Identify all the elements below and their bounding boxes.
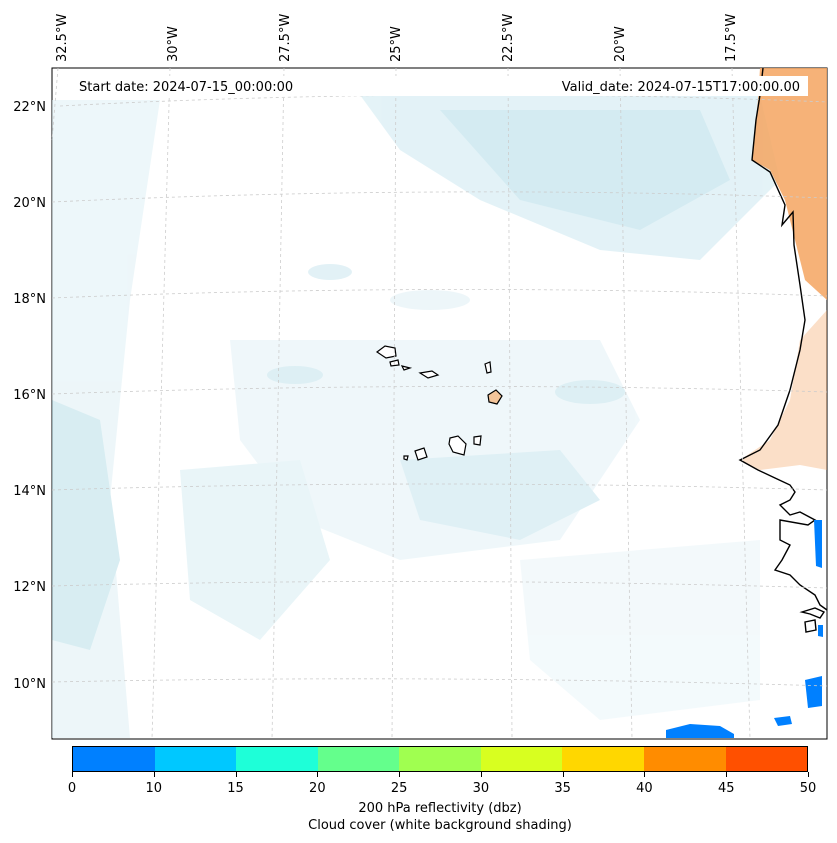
reflectivity-echoes — [666, 520, 823, 738]
colorbar-tick-label: 30 — [472, 781, 490, 796]
land-fill-light — [740, 68, 827, 470]
lon-label: 27.5°W — [278, 14, 293, 62]
lat-label: 12°N — [13, 580, 46, 595]
parallel-line — [51, 191, 828, 203]
coast-islet — [799, 607, 826, 619]
meridian-line — [619, 67, 633, 740]
colorbar-tick — [235, 772, 237, 777]
cloud-cover-shading — [52, 95, 780, 738]
longitude-labels: 32.5°W 30°W 27.5°W 25°W 22.5°W 20°W 17.5… — [55, 14, 739, 62]
lat-label: 18°N — [13, 292, 46, 307]
colorbar-tick-label: 10 — [145, 781, 163, 796]
colorbar-tick-label: 0 — [67, 781, 77, 796]
lat-label: 22°N — [13, 100, 46, 115]
colorbar-segment — [73, 747, 155, 771]
land-fill-dense — [752, 68, 827, 300]
colorbar-tick-label: 35 — [554, 781, 571, 796]
island — [400, 365, 413, 371]
parallel-line — [51, 386, 828, 395]
lat-label: 10°N — [13, 677, 46, 692]
echo-cell — [814, 520, 822, 568]
cloud-patch — [308, 264, 352, 280]
colorbar-segment — [154, 747, 237, 771]
africa-coastline — [738, 67, 828, 611]
cloud-region — [180, 460, 330, 640]
colorbar-segment — [562, 747, 644, 771]
cloud-patch — [555, 380, 625, 404]
island — [375, 345, 397, 359]
coastline — [738, 67, 828, 633]
meridian-line — [731, 67, 751, 740]
colorbar-tick-label: 40 — [636, 781, 653, 796]
colorbar-tick — [562, 772, 564, 777]
colorbar-tick — [399, 772, 401, 777]
parallel-line — [51, 678, 828, 687]
colorbar-sublabel: Cloud cover (white background shading) — [308, 818, 572, 833]
island — [487, 389, 503, 405]
colorbar — [72, 746, 808, 772]
lon-label: 32.5°W — [55, 14, 70, 62]
cloud-patch — [267, 366, 323, 384]
lon-label: 22.5°W — [501, 14, 516, 62]
colorbar-segment — [480, 747, 563, 771]
cloud-region — [440, 110, 730, 230]
island — [484, 361, 492, 374]
valid-date-label: Valid_date: 2024-07-15T17:00:00.00 — [562, 80, 800, 95]
colorbar-tick-label: 45 — [717, 781, 735, 796]
colorbar-tick — [644, 772, 646, 777]
echo-cell — [805, 676, 822, 708]
colorbar-tick — [480, 772, 482, 777]
colorbar-tick — [317, 772, 319, 777]
island — [418, 370, 440, 379]
lat-label: 16°N — [13, 388, 46, 403]
parallel-line — [51, 289, 828, 299]
colorbar-tick-label: 25 — [390, 781, 408, 796]
cloud-region — [400, 450, 600, 540]
colorbar-tick-label: 15 — [227, 781, 244, 796]
colorbar-tick-label: 50 — [799, 781, 817, 796]
lon-label: 25°W — [389, 26, 404, 62]
cloud-patch — [390, 290, 470, 310]
lat-label: 14°N — [13, 484, 46, 499]
colorbar-tick — [72, 772, 73, 777]
colorbar-tick — [726, 772, 728, 777]
echo-cell — [666, 724, 734, 738]
parallel-line — [51, 483, 828, 491]
meridian-line — [507, 67, 513, 740]
meridian-line — [271, 67, 285, 740]
colorbar-segment — [317, 747, 400, 771]
echo-cell — [818, 625, 823, 637]
island — [473, 435, 482, 446]
meridian-line — [151, 67, 171, 740]
colorbar-segment — [236, 747, 318, 771]
colorbar-segment — [643, 747, 726, 771]
parallel-line — [51, 581, 828, 589]
colorbar-label: 200 hPa reflectivity (dbz) — [358, 801, 522, 816]
colorbar-segment — [399, 747, 481, 771]
header-band — [72, 76, 808, 96]
lon-label: 30°W — [166, 26, 181, 62]
coast-islet — [804, 619, 817, 633]
meridian-line — [391, 67, 397, 740]
island — [403, 455, 409, 461]
colorbar-tick — [153, 772, 155, 777]
echo-cell — [774, 716, 792, 726]
graticule — [51, 67, 828, 740]
lon-label: 20°W — [613, 26, 628, 62]
colorbar-tick — [808, 772, 809, 777]
colorbar-tick-label: 20 — [309, 781, 326, 796]
meridian-line — [51, 67, 59, 141]
latitude-labels: 22°N 20°N 18°N 16°N 14°N 12°N 10°N — [13, 100, 46, 692]
colorbar-segment — [725, 747, 808, 771]
island — [414, 447, 428, 461]
lat-label: 20°N — [13, 196, 46, 211]
cloud-region — [52, 400, 120, 650]
start-date-label: Start date: 2024-07-15_00:00:00 — [79, 80, 293, 95]
cape-verde-islands — [375, 345, 503, 461]
parallel-line — [59, 94, 828, 107]
island — [448, 435, 467, 456]
lon-label: 17.5°W — [724, 14, 739, 62]
